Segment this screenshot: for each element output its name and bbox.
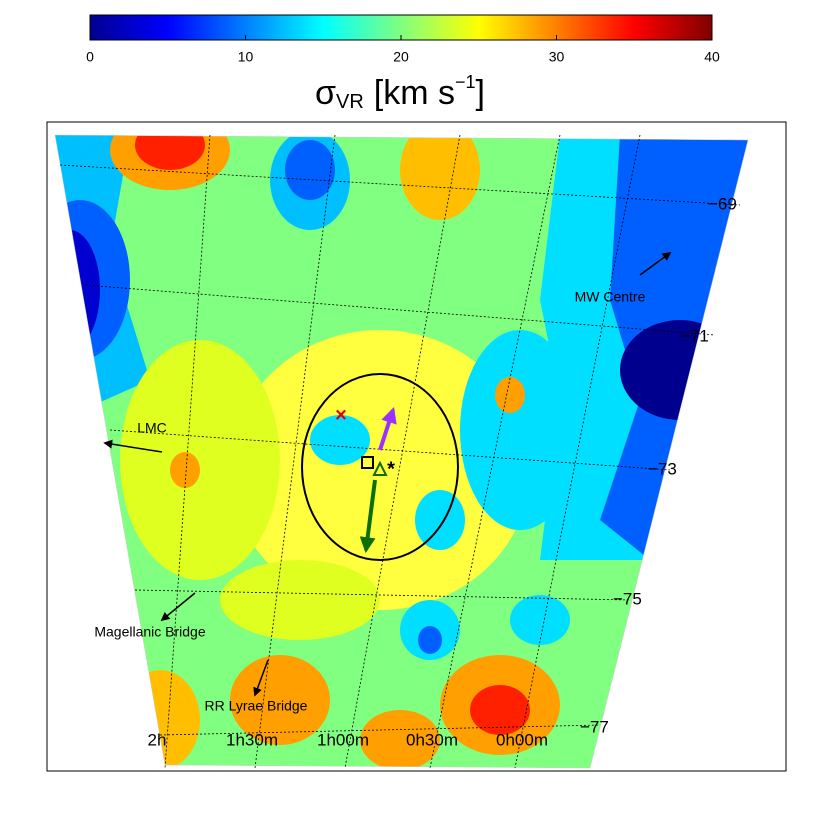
frame [46, 121, 787, 772]
ra-label: 2h [148, 730, 167, 749]
dec-label: −69 [708, 194, 737, 213]
dec-label: −71 [680, 326, 709, 345]
marker-star: * [387, 458, 395, 480]
annotation: LMC [137, 420, 167, 436]
marker-triangle [372, 460, 388, 476]
colorbar-label: σVR [km s−1] [315, 72, 485, 114]
colorbar-tick-label: 30 [549, 49, 565, 65]
arrow [103, 439, 163, 453]
ellipse-outline [301, 373, 459, 561]
annotation: MW Centre [575, 289, 646, 305]
marker-x: × [335, 404, 347, 426]
ra-label: 1h30m [226, 730, 278, 749]
marker-square [361, 456, 374, 469]
colorbar-tick-label: 0 [86, 49, 94, 65]
arrow-purple [378, 406, 397, 451]
annotation: RR Lyrae Bridge [205, 698, 308, 714]
arrow [253, 659, 269, 697]
colorbar-tick-label: 40 [704, 49, 720, 65]
ra-label: 0h30m [406, 730, 458, 749]
ra-label: 0h00m [496, 730, 548, 749]
colorbar-tick-label: 20 [393, 49, 409, 65]
dec-label: −77 [580, 717, 609, 736]
graticule [59, 134, 741, 769]
colorbar-tick-label: 10 [238, 49, 254, 65]
contour-field [55, 135, 748, 768]
annotation: Magellanic Bridge [94, 624, 205, 640]
arrow-green [359, 479, 377, 554]
dec-label: −75 [613, 589, 642, 608]
ra-label: 1h00m [317, 730, 369, 749]
arrow [639, 251, 672, 276]
arrow [160, 592, 196, 622]
dec-label: −73 [648, 459, 677, 478]
